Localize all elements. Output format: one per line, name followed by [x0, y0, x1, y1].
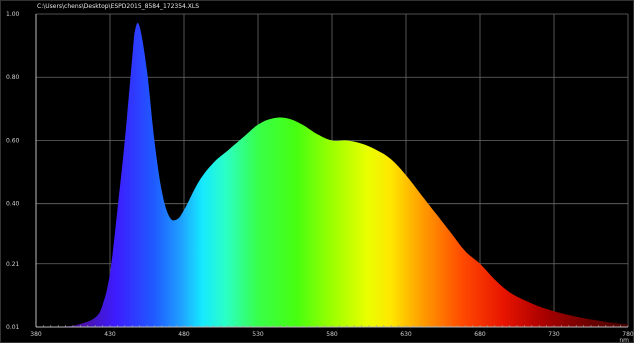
- x-tick-label: 630: [400, 331, 412, 338]
- x-tick-label: 530: [252, 331, 264, 338]
- y-tick-label: 0.01: [6, 324, 20, 331]
- y-tick-label: 0.60: [6, 137, 20, 144]
- y-tick-label: 0.40: [6, 201, 20, 208]
- y-tick-label: 0.21: [6, 261, 20, 268]
- x-tick-label: 480: [178, 331, 190, 338]
- x-tick-label: 580: [326, 331, 338, 338]
- y-tick-label: 0.80: [6, 74, 20, 81]
- x-unit-label: nm: [619, 337, 629, 343]
- spectrum-area: [36, 22, 628, 328]
- x-tick-label: 780: [622, 331, 634, 338]
- x-tick-label: 730: [548, 331, 560, 338]
- x-tick-label: 680: [474, 331, 486, 338]
- x-tick-label: 430: [104, 331, 116, 338]
- window-title: C:\Users\chens\Desktop\ESPD2015_8584_172…: [37, 3, 199, 10]
- y-tick-label: 1.00: [6, 11, 20, 18]
- x-tick-label: 380: [30, 331, 42, 338]
